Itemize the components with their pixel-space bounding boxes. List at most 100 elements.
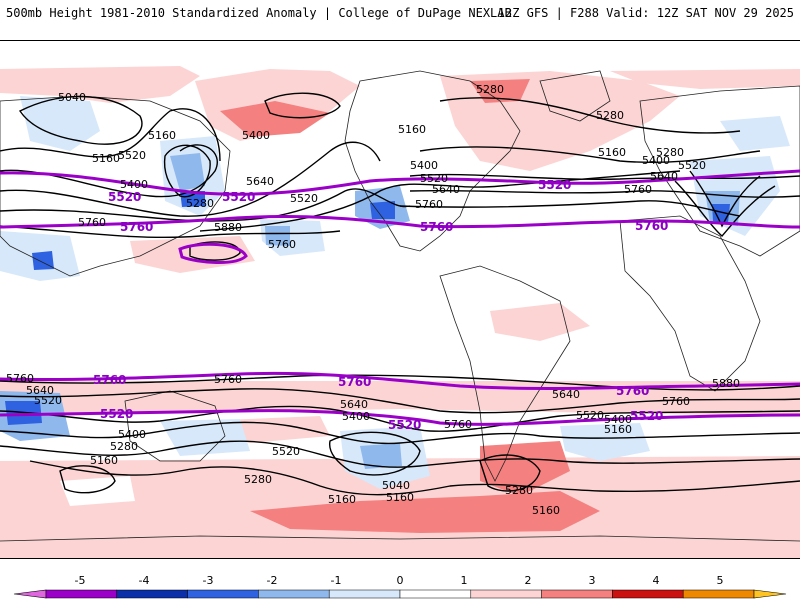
purple-5760-sh [0,371,800,390]
contour-label: 5760 [415,198,443,211]
contour-label: 5520 [34,394,62,407]
purple-label: 5520 [388,418,421,432]
contour-label: 5400 [342,410,370,423]
purple-contours [0,169,800,426]
contour-label: 5280 [110,440,138,453]
colorbar-tick-label: -2 [267,574,278,587]
contour-5400-natl [419,146,761,164]
colorbar-segment [258,589,330,599]
contour-5880-low [189,241,241,261]
contour-label: 5400 [118,428,146,441]
contour-label: 5520 [290,192,318,205]
title-bar: 500mb Height 1981-2010 Standardized Anom… [0,0,800,30]
contour-5400-nh [0,141,381,217]
contour-5280-nh [0,144,218,198]
colorbar-segment [470,589,542,599]
contour-label: 5760 [6,372,34,385]
colorbar-tick-label: -1 [331,574,342,587]
contour-label: 5280 [244,473,272,486]
purple-label: 5760 [635,219,668,233]
colorbar-segment [399,589,472,599]
contour-low-sh-2 [479,454,541,492]
colorbar-legend: -5 -4 -3 -2 -1 0 1 2 3 4 5 [0,570,800,600]
positive-anomaly-region [470,79,530,103]
negative-anomaly-region [370,201,395,219]
contour-label: 5160 [92,152,120,165]
colorbar-segment [612,589,684,599]
colorbar-tick-label: 2 [525,574,532,587]
contour-5400-sh [0,421,800,445]
contour-label: 5400 [604,413,632,426]
positive-anomaly-region [610,69,800,89]
contour-label: 5160 [532,504,560,517]
colorbar-tick-label: 4 [653,574,660,587]
colorbar-tick-label: 3 [589,574,596,587]
contour-low-npac [264,92,341,119]
colorbar-segment [682,589,755,599]
colorbar-segments [13,589,787,599]
purple-label: 5520 [100,407,133,421]
anomaly-shading [0,66,800,558]
contour-label: 5640 [246,175,274,188]
colorbar-tick-label: -4 [139,574,150,587]
coastline-asia-west [0,95,231,277]
contour-label: 5040 [58,91,86,104]
colorbar-segment [328,589,401,599]
purple-5880-ring [178,242,248,265]
colorbar-tick-label: 0 [397,574,404,587]
colorbar-tick-label: 5 [717,574,724,587]
negative-anomaly-region [20,96,100,151]
contour-label: 5760 [78,216,106,229]
positive-anomaly-region [0,66,200,103]
positive-anomaly-region [220,101,330,137]
contour-label: 5160 [386,491,414,504]
purple-label: 5760 [420,220,453,234]
contour-label: 5520 [118,149,146,162]
contour-label: 5280 [505,484,533,497]
contour-label: 5040 [382,479,410,492]
purple-5760-nh [0,215,800,229]
contour-label: 5160 [598,146,626,159]
contour-label: 5160 [148,129,176,142]
negative-anomaly-region [170,153,205,191]
coastline-greenland [539,70,611,122]
contour-label: 5640 [340,398,368,411]
contour-label: 5400 [120,178,148,191]
contour-5160-nh [0,108,221,162]
coastline-south-america [439,265,571,482]
colorbar-segment [45,589,118,599]
contour-trough-europe-2 [674,180,776,237]
contour-label: 5280 [656,146,684,159]
contour-5760-nh [0,225,341,239]
contour-label: 5280 [186,197,214,210]
contour-5640-sh [0,388,800,414]
colorbar-tick-label: 1 [461,574,468,587]
contour-5760-natl [399,200,741,217]
colorbar-ticks: -5 -4 -3 -2 -1 0 1 2 3 4 5 [75,574,724,587]
contour-5640-nh [199,170,681,232]
negative-anomaly-region [32,251,54,270]
coastline-australia [124,390,226,462]
negative-anomaly-region [265,226,290,246]
negative-anomaly-region [560,423,650,461]
contour-label: 5520 [420,172,448,185]
purple-label: 5760 [338,375,371,389]
contour-label: 5160 [604,423,632,436]
positive-anomaly-region [130,236,255,273]
purple-label: 5520 [108,190,141,204]
contour-label: 5400 [642,154,670,167]
contour-label: 5160 [90,454,118,467]
model-run-info: 12Z GFS | F288 Valid: 12Z SAT NOV 29 202… [497,6,794,20]
contour-label: 5760 [268,238,296,251]
colorbar-segment [541,589,613,599]
purple-label: 5520 [222,190,255,204]
purple-5520-sh [0,409,800,426]
positive-anomaly-region [250,491,600,533]
contour-5280-natl [439,97,741,134]
positive-anomaly-region [490,303,590,341]
contour-label: 5880 [712,377,740,390]
colorbar-arrow-left [13,589,47,599]
contour-trough-europe [689,170,761,228]
purple-label: 5760 [616,384,649,398]
colorbar-segment [187,589,259,599]
